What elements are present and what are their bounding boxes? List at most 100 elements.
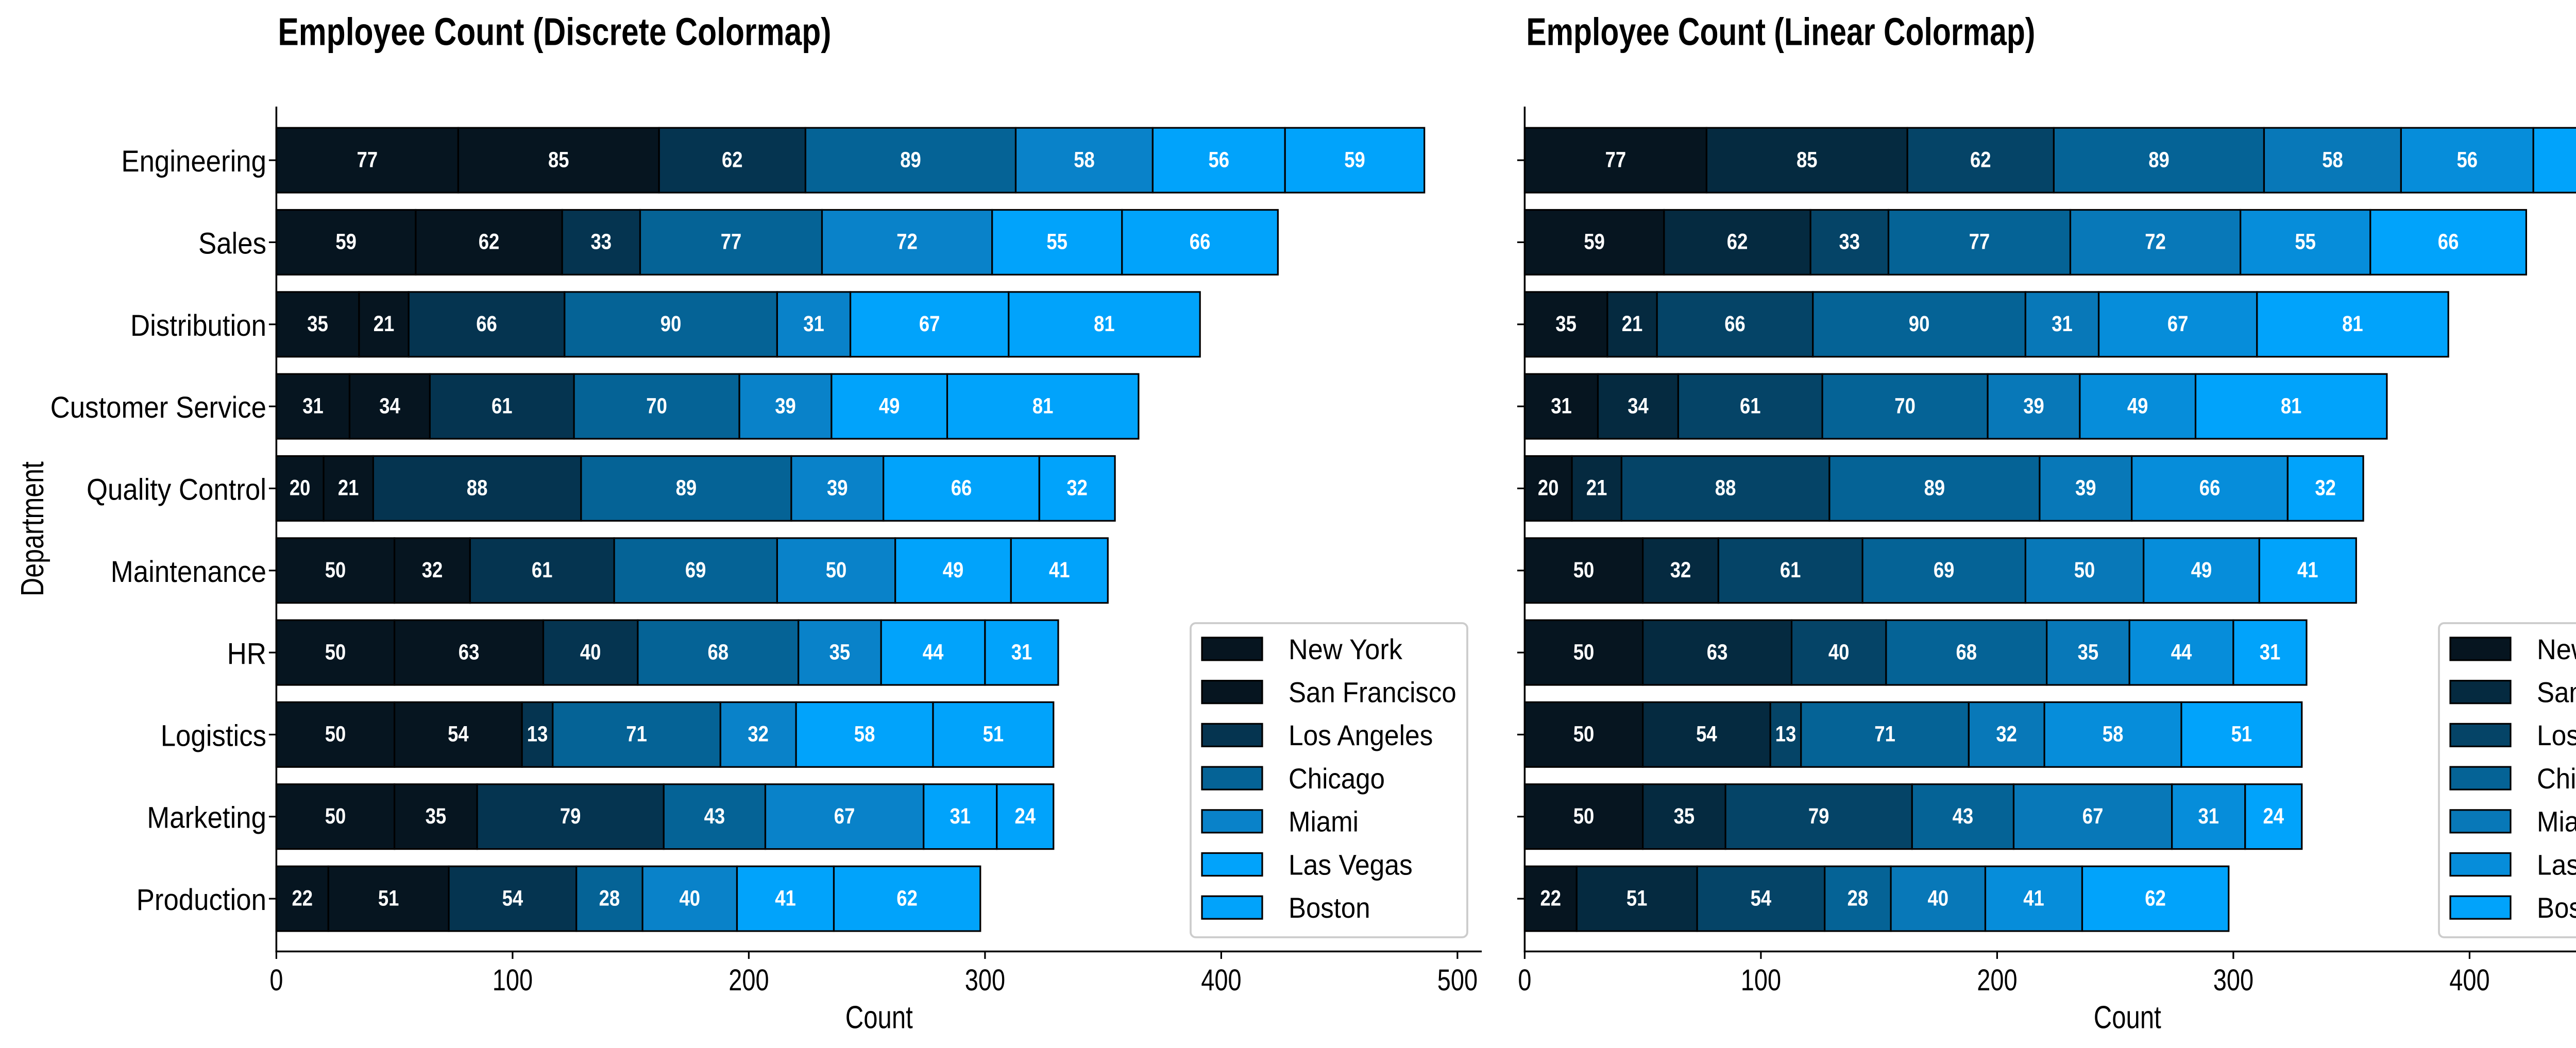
svg-text:35: 35 <box>307 312 328 336</box>
svg-text:70: 70 <box>1894 393 1916 418</box>
svg-text:40: 40 <box>1828 640 1850 664</box>
svg-text:Engineering: Engineering <box>121 145 266 178</box>
svg-text:81: 81 <box>1032 393 1054 418</box>
svg-text:Los Angeles: Los Angeles <box>1289 719 1433 751</box>
svg-text:24: 24 <box>1015 804 1036 829</box>
svg-text:54: 54 <box>1696 722 1717 747</box>
svg-text:39: 39 <box>827 476 848 501</box>
svg-text:Boston: Boston <box>2537 891 2576 924</box>
svg-text:72: 72 <box>896 230 918 254</box>
svg-text:41: 41 <box>2023 886 2044 910</box>
svg-text:72: 72 <box>2145 230 2166 254</box>
svg-text:Chicago: Chicago <box>2537 762 2576 795</box>
svg-text:66: 66 <box>1724 312 1745 336</box>
svg-text:44: 44 <box>2171 640 2192 664</box>
svg-text:67: 67 <box>919 312 940 336</box>
svg-text:Distribution: Distribution <box>130 309 266 342</box>
svg-text:51: 51 <box>983 722 1004 747</box>
svg-text:35: 35 <box>426 804 447 829</box>
svg-text:54: 54 <box>1751 886 1772 910</box>
svg-text:49: 49 <box>879 393 900 418</box>
svg-text:55: 55 <box>2295 230 2316 254</box>
svg-text:500: 500 <box>1437 964 1478 997</box>
svg-text:62: 62 <box>896 886 918 910</box>
svg-text:HR: HR <box>227 637 266 671</box>
svg-text:0: 0 <box>269 964 283 997</box>
svg-text:55: 55 <box>1046 230 1067 254</box>
svg-text:21: 21 <box>374 312 395 336</box>
svg-text:58: 58 <box>2103 722 2124 747</box>
svg-text:50: 50 <box>325 722 346 747</box>
svg-text:66: 66 <box>951 476 972 501</box>
svg-text:21: 21 <box>338 476 359 501</box>
svg-text:22: 22 <box>292 886 313 910</box>
svg-text:22: 22 <box>1540 886 1562 910</box>
svg-text:Employee Count (Linear Colorma: Employee Count (Linear Colormap) <box>1526 10 2035 54</box>
svg-text:79: 79 <box>1808 804 1829 829</box>
svg-text:41: 41 <box>1049 558 1070 582</box>
svg-text:Employee Count (Discrete Color: Employee Count (Discrete Colormap) <box>278 10 831 54</box>
svg-text:41: 41 <box>2297 558 2318 582</box>
svg-text:40: 40 <box>580 640 601 664</box>
svg-text:34: 34 <box>379 393 400 418</box>
svg-text:400: 400 <box>2449 964 2489 997</box>
svg-text:81: 81 <box>2342 312 2363 336</box>
svg-text:Marketing: Marketing <box>147 801 266 835</box>
svg-text:Las Vegas: Las Vegas <box>2537 848 2576 881</box>
svg-text:Los Angeles: Los Angeles <box>2537 719 2576 751</box>
svg-text:40: 40 <box>1928 886 1949 910</box>
svg-text:88: 88 <box>1715 476 1736 501</box>
svg-text:39: 39 <box>775 393 796 418</box>
svg-text:New York: New York <box>1289 633 1403 665</box>
svg-text:59: 59 <box>1344 147 1365 172</box>
svg-text:49: 49 <box>943 558 964 582</box>
svg-text:50: 50 <box>2074 558 2095 582</box>
svg-text:81: 81 <box>2281 393 2302 418</box>
svg-text:66: 66 <box>476 312 497 336</box>
svg-text:100: 100 <box>493 964 533 997</box>
svg-text:32: 32 <box>422 558 443 582</box>
svg-text:50: 50 <box>826 558 847 582</box>
svg-text:71: 71 <box>1874 722 1895 747</box>
svg-text:63: 63 <box>459 640 480 664</box>
svg-text:77: 77 <box>1969 230 1990 254</box>
svg-text:56: 56 <box>1209 147 1230 172</box>
svg-text:200: 200 <box>728 964 769 997</box>
svg-text:33: 33 <box>591 230 612 254</box>
svg-text:Count: Count <box>2094 1000 2161 1035</box>
svg-text:Miami: Miami <box>2537 805 2576 838</box>
svg-text:66: 66 <box>2438 230 2459 254</box>
svg-text:400: 400 <box>1201 964 1241 997</box>
svg-text:50: 50 <box>325 804 346 829</box>
svg-text:31: 31 <box>2052 312 2073 336</box>
svg-text:50: 50 <box>1573 640 1595 664</box>
svg-text:Quality Control: Quality Control <box>87 473 266 506</box>
svg-text:43: 43 <box>1953 804 1974 829</box>
svg-text:31: 31 <box>1551 393 1572 418</box>
svg-text:66: 66 <box>2199 476 2221 501</box>
svg-text:44: 44 <box>923 640 944 664</box>
svg-text:58: 58 <box>2322 147 2343 172</box>
svg-text:32: 32 <box>748 722 769 747</box>
svg-text:41: 41 <box>775 886 796 910</box>
svg-text:81: 81 <box>1094 312 1115 336</box>
svg-text:San Francisco: San Francisco <box>1289 676 1456 709</box>
svg-text:63: 63 <box>1707 640 1728 664</box>
svg-text:66: 66 <box>1190 230 1211 254</box>
svg-text:Customer Service: Customer Service <box>50 391 266 424</box>
svg-text:31: 31 <box>1011 640 1032 664</box>
svg-text:62: 62 <box>479 230 500 254</box>
svg-text:67: 67 <box>834 804 855 829</box>
svg-text:67: 67 <box>2082 804 2104 829</box>
svg-text:54: 54 <box>502 886 523 910</box>
svg-text:33: 33 <box>1839 230 1860 254</box>
svg-text:62: 62 <box>1727 230 1748 254</box>
svg-text:51: 51 <box>378 886 399 910</box>
svg-text:200: 200 <box>1977 964 2017 997</box>
svg-text:32: 32 <box>1996 722 2017 747</box>
svg-text:59: 59 <box>335 230 357 254</box>
svg-text:13: 13 <box>527 722 548 747</box>
svg-text:Count: Count <box>845 1000 913 1035</box>
svg-text:61: 61 <box>1740 393 1761 418</box>
svg-text:Miami: Miami <box>1289 805 1359 838</box>
